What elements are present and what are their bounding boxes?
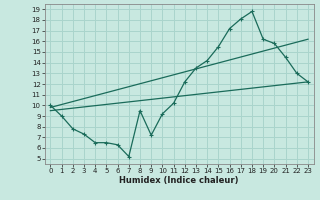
X-axis label: Humidex (Indice chaleur): Humidex (Indice chaleur) [119, 176, 239, 185]
